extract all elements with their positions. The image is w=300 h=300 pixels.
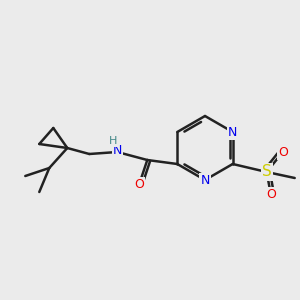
Text: S: S bbox=[262, 164, 272, 179]
Text: O: O bbox=[266, 188, 276, 200]
Text: N: N bbox=[200, 173, 210, 187]
Text: O: O bbox=[278, 146, 288, 158]
Text: O: O bbox=[134, 178, 144, 190]
Text: N: N bbox=[228, 125, 237, 139]
Text: H: H bbox=[109, 136, 118, 146]
Text: N: N bbox=[112, 145, 122, 158]
